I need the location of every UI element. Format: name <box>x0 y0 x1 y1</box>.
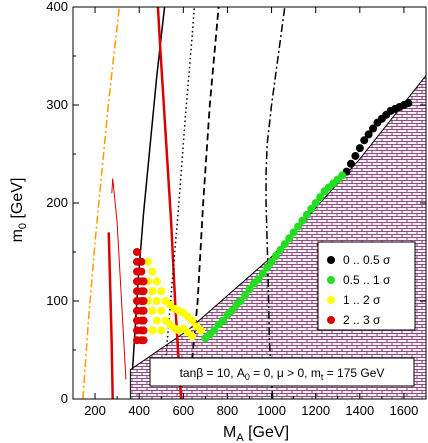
y-axis-label: m0 [GeV] <box>9 178 29 243</box>
point-series-1 <box>294 222 303 231</box>
point-series-3 <box>132 248 141 256</box>
point-series-1 <box>267 257 276 266</box>
x-tick-label: 1000 <box>257 403 286 418</box>
point-series-0 <box>404 99 413 108</box>
point-series-2 <box>148 306 157 315</box>
point-series-3 <box>139 306 148 315</box>
curve-red-thick-left <box>107 232 114 399</box>
point-series-0 <box>360 136 369 145</box>
point-series-2 <box>152 316 161 325</box>
x-tick-label: 400 <box>128 403 150 418</box>
point-series-1 <box>307 204 316 213</box>
point-series-1 <box>338 171 347 180</box>
point-series-1 <box>263 263 272 272</box>
x-axis-ticks: 200 400 600 800 1000 1200 1400 1600 <box>84 7 427 418</box>
x-tick-label: 1600 <box>389 403 418 418</box>
annotation-box <box>149 357 415 387</box>
y-tick-label: 200 <box>46 195 68 210</box>
legend-label: 0 .. 0.5 σ <box>343 253 391 267</box>
x-axis-label: MA [GeV] <box>223 424 289 443</box>
legend-box <box>317 241 416 331</box>
point-series-3 <box>139 336 148 345</box>
point-series-1 <box>245 285 254 294</box>
point-series-3 <box>139 297 148 305</box>
y-tick-label: 300 <box>46 97 68 112</box>
point-series-3 <box>139 316 148 325</box>
point-series-1 <box>276 246 285 255</box>
point-series-2 <box>188 316 197 325</box>
point-series-2 <box>157 306 166 315</box>
point-series-0 <box>355 144 364 153</box>
curve-orange-dashdot <box>82 7 121 399</box>
point-series-1 <box>236 297 245 305</box>
point-series-1 <box>241 291 250 300</box>
y-tick-label: 0 <box>61 391 68 406</box>
point-series-0 <box>364 130 373 139</box>
point-series-0 <box>369 124 378 133</box>
point-series-1 <box>227 306 236 315</box>
point-series-1 <box>298 216 307 225</box>
point-series-0 <box>346 159 355 168</box>
legend-marker <box>327 256 335 264</box>
curve-black-dotted <box>164 7 196 360</box>
legend-label: 2 .. 3 σ <box>343 313 381 327</box>
x-tick-label: 1200 <box>301 403 330 418</box>
point-series-3 <box>139 326 148 335</box>
legend-marker <box>327 296 335 304</box>
legend: 0 .. 0.5 σ 0.5 .. 1 σ 1 .. 2 σ 2 .. 3 σ <box>317 241 416 331</box>
point-series-1 <box>271 251 280 260</box>
legend-label: 0.5 .. 1 σ <box>343 273 391 287</box>
point-series-2 <box>196 326 205 335</box>
legend-marker <box>327 316 335 324</box>
data-points <box>132 99 413 345</box>
point-series-1 <box>210 326 219 335</box>
point-series-3 <box>137 257 146 266</box>
point-series-1 <box>219 316 228 325</box>
point-series-0 <box>351 151 360 160</box>
x-tick-label: 600 <box>172 403 194 418</box>
point-series-2 <box>157 326 166 335</box>
annotation: tanβ = 10, A0 = 0, μ > 0, mt = 175 GeV <box>149 357 415 387</box>
curve-red-thin <box>111 178 127 380</box>
point-series-2 <box>144 257 153 266</box>
legend-label: 1 .. 2 σ <box>343 293 381 307</box>
point-series-3 <box>139 287 148 296</box>
point-series-2 <box>152 297 161 305</box>
legend-marker <box>327 276 335 284</box>
point-series-2 <box>148 326 157 335</box>
x-tick-label: 800 <box>217 403 239 418</box>
point-series-1 <box>254 275 263 284</box>
point-series-1 <box>285 234 294 243</box>
point-series-3 <box>137 267 146 276</box>
point-series-1 <box>258 269 267 278</box>
point-series-2 <box>152 277 161 286</box>
point-series-2 <box>188 332 197 341</box>
point-series-2 <box>157 287 166 296</box>
curve-black-solid <box>131 7 166 370</box>
y-tick-label: 100 <box>46 293 68 308</box>
point-series-1 <box>289 228 298 237</box>
y-tick-label: 400 <box>46 0 68 14</box>
point-series-1 <box>302 210 311 219</box>
contour-curves <box>82 7 286 399</box>
point-series-1 <box>316 193 325 202</box>
curve-black-dashdot <box>265 7 286 399</box>
point-series-1 <box>311 199 320 207</box>
y-axis-ticks: 0 100 200 300 400 <box>46 0 426 406</box>
x-tick-label: 1400 <box>345 403 374 418</box>
x-tick-label: 200 <box>84 403 106 418</box>
point-series-2 <box>148 267 157 276</box>
point-series-1 <box>280 240 289 249</box>
point-series-2 <box>148 287 157 296</box>
annotation-text: tanβ = 10, A0 = 0, μ > 0, mt = 175 GeV <box>180 366 385 382</box>
point-series-3 <box>139 277 148 286</box>
